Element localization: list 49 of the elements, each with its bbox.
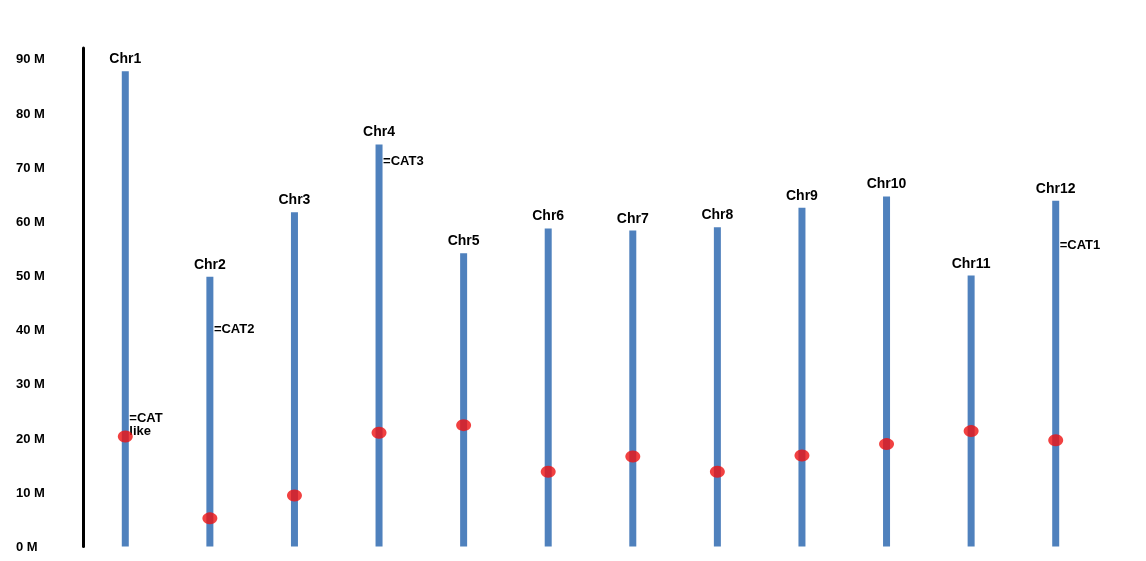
x-tick-label: Chr7: [616, 209, 649, 226]
annotation: =CAT3: [383, 152, 424, 168]
point: [540, 465, 556, 478]
x-tick-label: Chr3: [278, 191, 311, 208]
x-tick-label: Chr6: [532, 207, 565, 224]
x-tick-label: Chr10: [866, 175, 907, 192]
x-tick-label: Chr4: [363, 123, 396, 140]
point: [625, 450, 641, 463]
y-tick-label: 40 M: [16, 322, 45, 338]
x-tick-label: Chr2: [193, 255, 227, 272]
y-tick-label: 80 M: [16, 105, 45, 121]
bar: [798, 207, 806, 547]
y-tick-label: 70 M: [16, 159, 45, 175]
bar: [967, 275, 975, 547]
x-tick-label: Chr1: [109, 50, 142, 67]
point: [963, 425, 979, 438]
x-tick-label: Chr12: [1035, 179, 1076, 196]
bar: [206, 276, 214, 547]
y-tick-label: 90 M: [16, 51, 45, 67]
bar: [1052, 200, 1060, 547]
point: [1048, 434, 1064, 447]
x-tick-label: Chr9: [786, 186, 819, 203]
bar: [629, 230, 637, 547]
x-tick-label: Chr8: [701, 206, 734, 223]
point: [202, 512, 218, 525]
bar: [290, 212, 298, 547]
y-tick-label: 0 M: [16, 539, 38, 554]
y-tick-label: 10 M: [16, 484, 45, 500]
annotation: =CAT1: [1059, 236, 1101, 252]
annotation: =CAT2: [213, 320, 255, 336]
y-tick-label: 60 M: [16, 213, 45, 229]
y-tick-label: 20 M: [16, 430, 45, 446]
bar: [713, 227, 721, 547]
point: [709, 465, 725, 478]
x-tick-label: Chr11: [951, 254, 991, 271]
point: [371, 426, 387, 439]
bar: [883, 196, 891, 547]
bar: [460, 253, 468, 547]
bar: [121, 71, 129, 547]
y-tick-label: 30 M: [16, 376, 45, 392]
point: [794, 449, 810, 462]
point: [286, 489, 302, 502]
y-tick-label: 50 M: [16, 268, 45, 284]
annotation: =CAT like: [129, 410, 167, 439]
bar: [375, 144, 383, 547]
bar: [544, 228, 552, 547]
point: [879, 438, 895, 451]
x-tick-label: Chr5: [447, 232, 480, 249]
point: [456, 419, 472, 432]
